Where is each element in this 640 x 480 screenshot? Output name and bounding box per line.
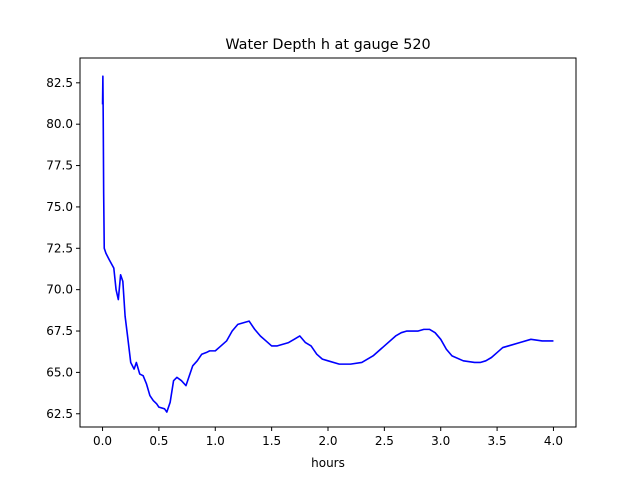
y-tick-label: 62.5 (46, 407, 73, 421)
y-axis-ticks: 62.5 65.0 67.5 70.0 72.5 75.0 77.5 80.0 82.5 (46, 76, 80, 421)
x-axis-ticks: 0.0 0.5 1.0 1.5 2.0 2.5 3.0 3.5 4.0 (93, 427, 563, 448)
series-line (101, 75, 554, 413)
y-tick-label: 82.5 (46, 76, 73, 90)
chart-title: Water Depth h at gauge 520 (225, 37, 430, 53)
x-tick-label: 2.0 (318, 434, 337, 448)
x-tick-label: 1.0 (206, 434, 225, 448)
y-tick-label: 67.5 (46, 324, 73, 338)
x-tick-label: 3.0 (431, 434, 450, 448)
y-tick-label: 77.5 (46, 159, 73, 173)
series-group (101, 75, 554, 413)
y-tick-label: 80.0 (46, 117, 73, 131)
y-tick-label: 70.0 (46, 283, 73, 297)
x-axis-label: hours (311, 456, 345, 470)
x-tick-label: 3.5 (488, 434, 507, 448)
y-tick-label: 72.5 (46, 241, 73, 255)
x-tick-label: 2.5 (375, 434, 394, 448)
plot-frame (79, 57, 577, 428)
x-tick-label: 0.0 (93, 434, 112, 448)
y-tick-label: 65.0 (46, 365, 73, 379)
x-tick-label: 4.0 (544, 434, 563, 448)
y-tick-label: 75.0 (46, 200, 73, 214)
x-tick-label: 1.5 (262, 434, 281, 448)
x-tick-label: 0.5 (149, 434, 168, 448)
